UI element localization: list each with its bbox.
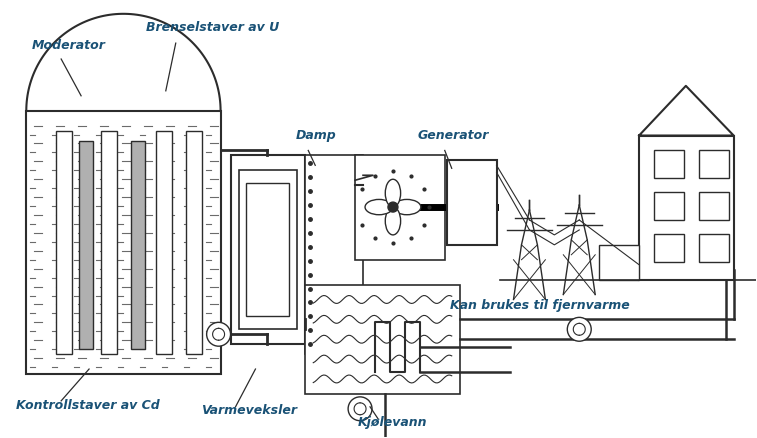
- Bar: [654, 192, 684, 220]
- Text: Brenselstaver av U: Brenselstaver av U: [146, 21, 279, 34]
- Circle shape: [348, 397, 372, 421]
- Text: Kan brukes til fjernvarme: Kan brukes til fjernvarme: [450, 300, 630, 312]
- Bar: [305, 285, 459, 394]
- Bar: [247, 183, 289, 316]
- Circle shape: [567, 318, 591, 341]
- Ellipse shape: [385, 207, 400, 235]
- Bar: [600, 245, 639, 279]
- Bar: [654, 150, 684, 178]
- Text: Generator: Generator: [418, 128, 489, 141]
- Circle shape: [207, 322, 231, 346]
- Bar: [639, 135, 734, 279]
- Bar: [156, 131, 172, 354]
- Ellipse shape: [393, 199, 421, 215]
- Bar: [101, 131, 117, 354]
- Text: Moderator: Moderator: [31, 39, 105, 52]
- Bar: [355, 155, 445, 260]
- Bar: [131, 141, 145, 349]
- Text: Kontrollstaver av Cd: Kontrollstaver av Cd: [17, 399, 160, 412]
- Bar: [699, 234, 729, 262]
- Bar: [231, 155, 305, 344]
- Circle shape: [388, 202, 398, 212]
- Bar: [699, 150, 729, 178]
- Text: Varmeveksler: Varmeveksler: [201, 404, 297, 417]
- Bar: [447, 160, 497, 245]
- Bar: [238, 170, 298, 329]
- Ellipse shape: [385, 179, 400, 207]
- Bar: [654, 234, 684, 262]
- Bar: [79, 141, 93, 349]
- Bar: [305, 155, 363, 354]
- Bar: [699, 192, 729, 220]
- Bar: [56, 131, 72, 354]
- Ellipse shape: [365, 199, 393, 215]
- Bar: [185, 131, 201, 354]
- Text: Damp: Damp: [295, 128, 336, 141]
- Bar: [26, 111, 220, 374]
- Text: Kjølevann: Kjølevann: [358, 416, 428, 429]
